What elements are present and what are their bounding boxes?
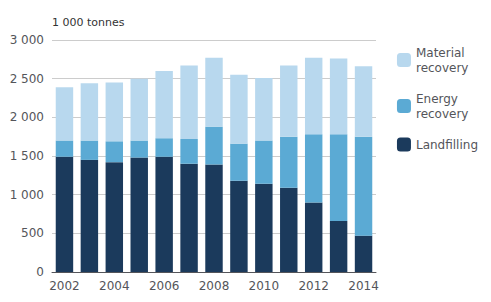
svg-text:0: 0 xyxy=(36,265,44,279)
svg-text:Energy: Energy xyxy=(416,92,458,106)
svg-text:recovery: recovery xyxy=(416,107,469,121)
svg-text:Material: Material xyxy=(416,46,465,60)
svg-text:2 000: 2 000 xyxy=(10,110,44,124)
svg-text:2010: 2010 xyxy=(249,279,280,293)
svg-text:3 000: 3 000 xyxy=(10,33,44,47)
svg-text:recovery: recovery xyxy=(416,61,469,75)
svg-text:2004: 2004 xyxy=(99,279,130,293)
svg-text:2008: 2008 xyxy=(199,279,230,293)
svg-text:2006: 2006 xyxy=(149,279,180,293)
svg-text:2 500: 2 500 xyxy=(10,72,44,86)
svg-text:2014: 2014 xyxy=(348,279,379,293)
svg-text:Landfilling: Landfilling xyxy=(416,138,478,152)
svg-text:500: 500 xyxy=(21,226,44,240)
svg-text:1 500: 1 500 xyxy=(10,149,44,163)
svg-text:1 000 tonnes: 1 000 tonnes xyxy=(52,16,125,29)
svg-text:2002: 2002 xyxy=(49,279,80,293)
svg-text:1 000: 1 000 xyxy=(10,188,44,202)
svg-text:2012: 2012 xyxy=(298,279,329,293)
